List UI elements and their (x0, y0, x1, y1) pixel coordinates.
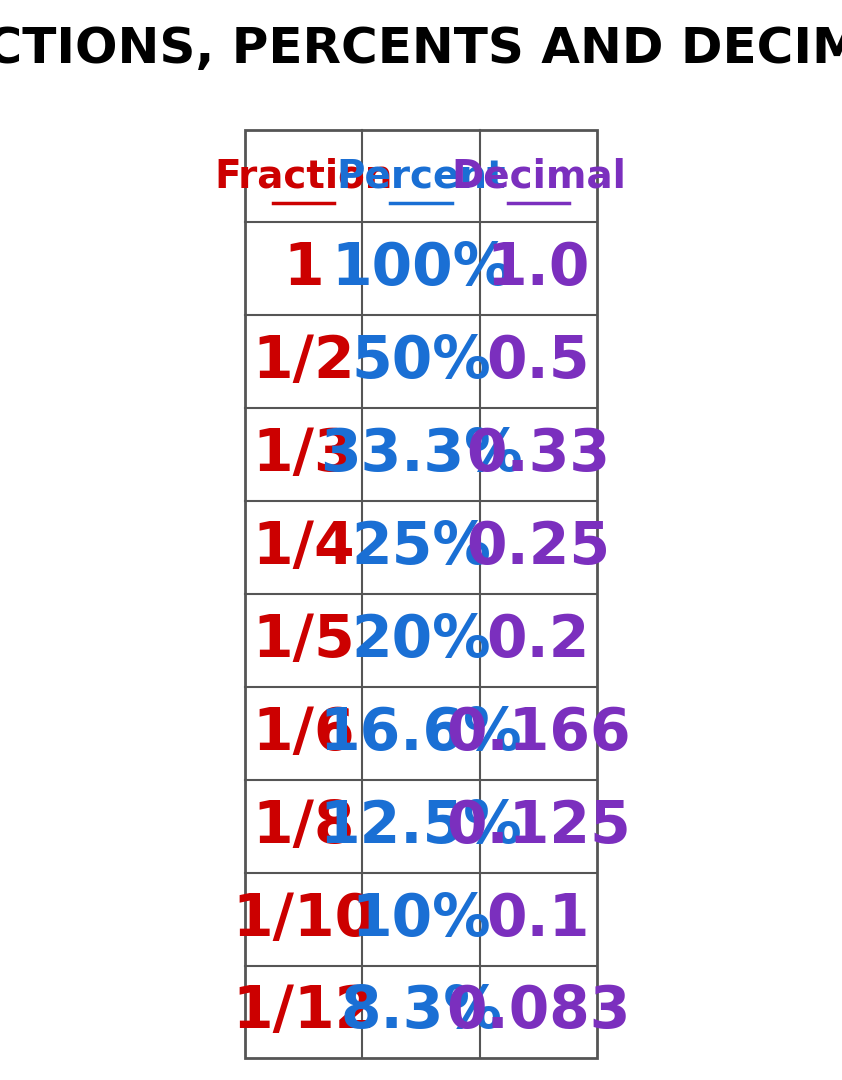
Text: 1/10: 1/10 (232, 891, 376, 947)
Text: 100%: 100% (331, 241, 511, 297)
Text: 50%: 50% (351, 334, 491, 390)
Text: 1/3: 1/3 (253, 427, 355, 483)
Text: 0.083: 0.083 (446, 984, 631, 1040)
Text: Decimal: Decimal (451, 157, 626, 195)
Text: Percent: Percent (336, 157, 506, 195)
Text: 0.125: 0.125 (446, 798, 631, 854)
Text: 20%: 20% (351, 612, 491, 669)
Text: 1/8: 1/8 (253, 798, 354, 854)
Text: 12.5%: 12.5% (320, 798, 522, 854)
Text: 33.3%: 33.3% (320, 427, 522, 483)
Text: 1/4: 1/4 (253, 519, 355, 576)
Text: 1.0: 1.0 (487, 241, 590, 297)
Text: 1/12: 1/12 (232, 984, 376, 1040)
Text: 0.166: 0.166 (446, 705, 631, 761)
Text: 8.3%: 8.3% (340, 984, 502, 1040)
Text: 1/6: 1/6 (253, 705, 355, 761)
Text: 0.25: 0.25 (466, 519, 610, 576)
Text: 0.1: 0.1 (487, 891, 590, 947)
Text: 16.6%: 16.6% (320, 705, 522, 761)
Text: 25%: 25% (351, 519, 491, 576)
Text: 1: 1 (283, 241, 324, 297)
Text: 10%: 10% (351, 891, 491, 947)
Text: 0.5: 0.5 (487, 334, 590, 390)
Text: 0.33: 0.33 (466, 427, 610, 483)
Text: 1/5: 1/5 (253, 612, 355, 669)
Text: FRACTIONS, PERCENTS AND DECIMALS: FRACTIONS, PERCENTS AND DECIMALS (0, 25, 842, 72)
Text: 0.2: 0.2 (487, 612, 590, 669)
Text: 1/2: 1/2 (253, 334, 355, 390)
Text: Fraction: Fraction (215, 157, 393, 195)
